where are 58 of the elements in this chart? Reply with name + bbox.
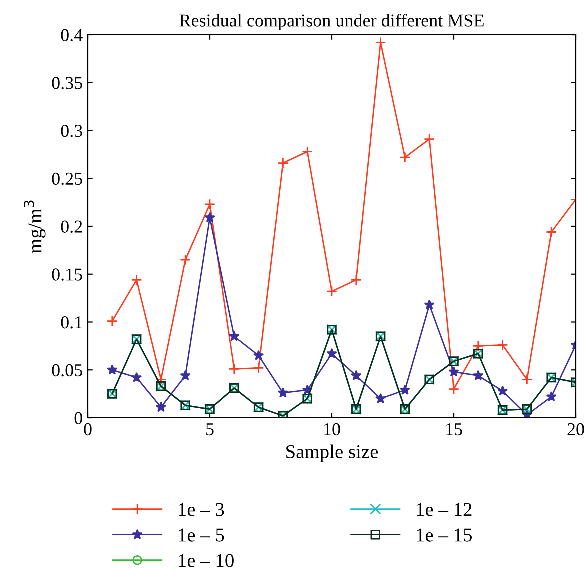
point bbox=[546, 226, 558, 238]
y-axis-title: mg/m$^{3}$ bbox=[24, 200, 46, 254]
point bbox=[350, 274, 362, 286]
x-tick-label: 15 bbox=[446, 423, 462, 436]
legend-label: 1e – 15 bbox=[417, 528, 472, 542]
y-tick-label: 0.35 bbox=[52, 77, 82, 90]
point bbox=[375, 37, 386, 48]
point bbox=[400, 152, 411, 164]
point bbox=[424, 134, 436, 145]
x-axis-title: Sample size bbox=[286, 444, 378, 462]
point bbox=[253, 362, 264, 374]
y-tick-label: 0.1 bbox=[61, 316, 82, 329]
point bbox=[156, 374, 167, 386]
y-tick-label: 0.25 bbox=[52, 172, 82, 186]
point bbox=[400, 384, 411, 395]
legend-label: 1e – 5 bbox=[179, 528, 224, 542]
x-tick-label: 5 bbox=[206, 424, 214, 436]
point bbox=[278, 158, 289, 169]
point bbox=[326, 286, 338, 298]
point bbox=[448, 384, 460, 395]
point bbox=[497, 340, 508, 351]
point bbox=[278, 388, 289, 398]
legend-label: 1e – 3 bbox=[179, 503, 224, 516]
y-tick-label: 0.4 bbox=[61, 29, 83, 42]
point bbox=[522, 374, 533, 386]
x-tick-label: 20 bbox=[568, 423, 584, 436]
point bbox=[107, 364, 118, 375]
point bbox=[204, 198, 216, 210]
point bbox=[302, 146, 314, 158]
chart-title: Residual comparison under different MSE bbox=[180, 14, 484, 31]
point bbox=[204, 212, 216, 223]
point bbox=[546, 391, 557, 402]
point bbox=[448, 366, 460, 377]
point bbox=[229, 331, 240, 342]
y-tick-label: 0.2 bbox=[61, 220, 82, 234]
point bbox=[472, 340, 484, 352]
point bbox=[375, 393, 386, 404]
y-tick-label: 0.3 bbox=[61, 125, 82, 138]
point bbox=[253, 350, 264, 360]
point bbox=[473, 370, 484, 380]
point bbox=[106, 316, 118, 327]
point bbox=[131, 274, 142, 286]
x-tick-label: 10 bbox=[324, 423, 340, 436]
legend-label: 1e – 10 bbox=[179, 554, 234, 568]
point bbox=[156, 402, 167, 412]
point bbox=[351, 370, 362, 380]
y-tick-label: 0 bbox=[74, 412, 82, 424]
point bbox=[131, 372, 142, 382]
x-tick-label: 0 bbox=[84, 423, 92, 436]
y-tick-label: 0.05 bbox=[52, 364, 82, 377]
point bbox=[228, 364, 240, 375]
point bbox=[326, 348, 338, 358]
legend-label: 1e – 12 bbox=[417, 503, 472, 516]
point bbox=[180, 370, 191, 380]
point bbox=[497, 386, 508, 396]
y-tick-label: 0.15 bbox=[52, 268, 82, 281]
point bbox=[180, 254, 192, 266]
point bbox=[424, 299, 435, 310]
